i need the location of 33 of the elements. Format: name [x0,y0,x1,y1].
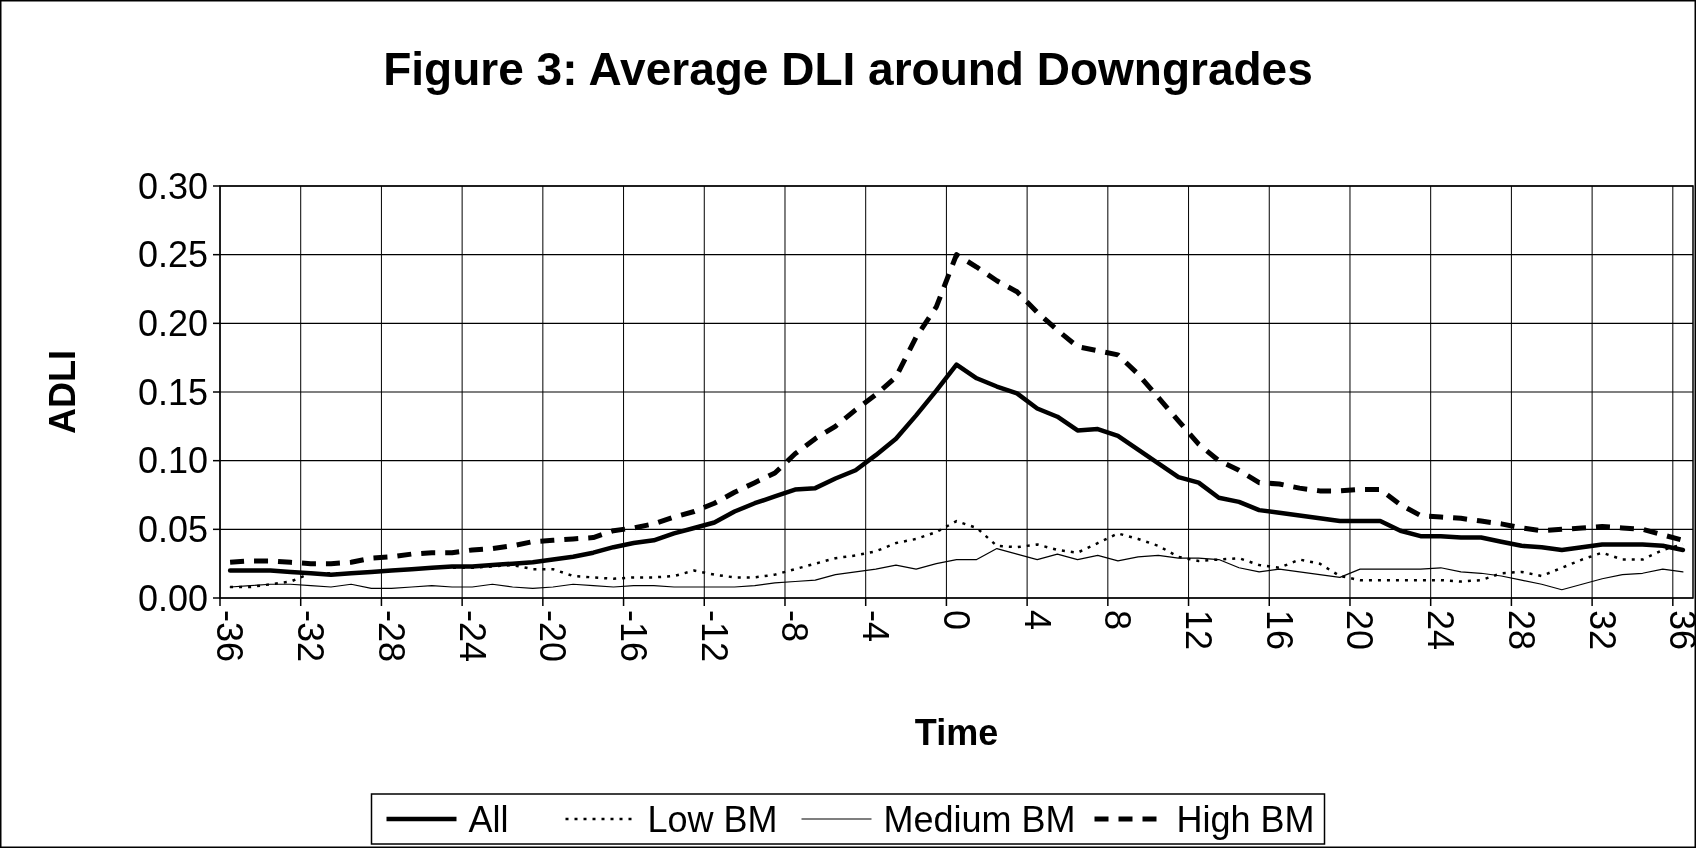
x-tick-label: 12 [1178,610,1220,651]
y-tick-label: 0.10 [137,440,208,482]
y-tick-label: 0.30 [137,165,208,207]
x-tick-label: -12 [693,610,735,663]
x-tick-label: 20 [1339,610,1381,651]
y-axis-title: ADLI [42,350,83,434]
y-tick-label: 0.05 [137,508,208,550]
x-tick-label: -20 [532,610,574,663]
x-tick-label: -28 [370,610,412,663]
x-tick-label: -4 [855,610,897,643]
legend-label: High BM [1176,798,1315,840]
x-tick-label: 32 [1581,610,1623,651]
y-tick-label: 0.20 [137,302,208,344]
y-tick-label: 0.00 [137,577,208,619]
x-tick-label: -36 [209,610,251,663]
legend-label: Low BM [647,798,778,840]
x-tick-label: 16 [1258,610,1300,651]
x-tick-label: 0 [935,610,977,631]
y-tick-label: 0.25 [137,234,208,276]
x-tick-label: -24 [451,610,493,663]
x-tick-label: 8 [1097,610,1139,631]
x-tick-label: -16 [613,610,655,663]
x-tick-label: 24 [1420,610,1462,651]
legend-label: All [468,798,509,840]
y-tick-label: 0.15 [137,371,208,413]
x-tick-label: -32 [290,610,332,663]
x-tick-label: 4 [1016,610,1058,631]
legend-label: Medium BM [883,798,1076,840]
x-tick-label: -8 [774,610,816,643]
chart-title: Figure 3: Average DLI around Downgrades [383,43,1313,95]
x-axis-title: Time [914,712,999,753]
x-tick-label: 28 [1500,610,1542,651]
x-tick-label: 36 [1662,610,1696,651]
